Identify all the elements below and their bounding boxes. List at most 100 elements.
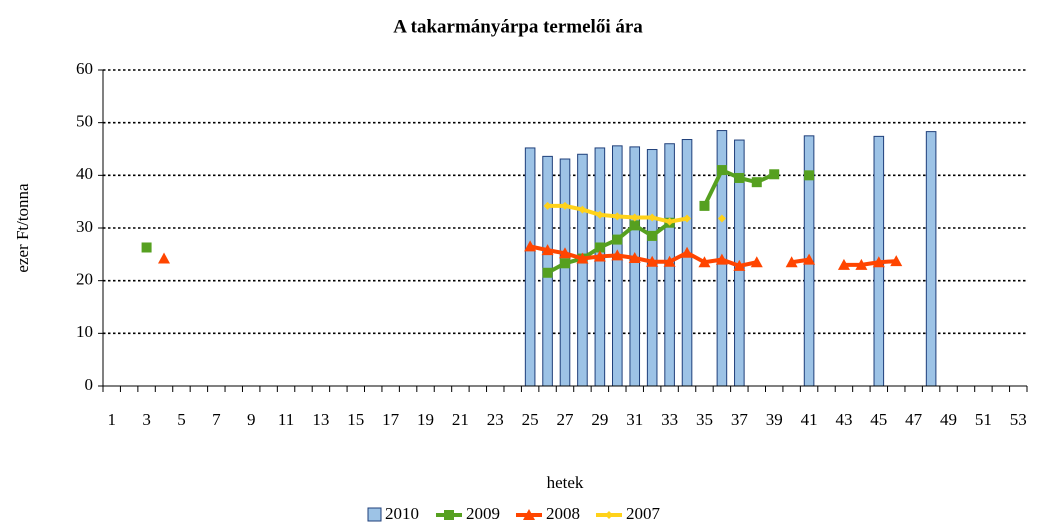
marker [804,170,815,181]
legend-marker [444,510,454,520]
marker [647,230,658,241]
x-tick-label: 3 [142,410,151,429]
marker [750,256,763,268]
marker [855,258,868,270]
bar [524,147,536,387]
marker [578,205,587,214]
marker [613,212,622,221]
bar [629,146,641,387]
marker [628,252,641,264]
x-tick-label: 15 [347,410,364,429]
marker [785,256,798,268]
x-tick-label: 17 [382,410,400,429]
y-tick-label: 60 [76,59,93,78]
y-tick-label: 20 [76,270,93,289]
bar [559,158,571,387]
marker [715,253,728,265]
legend-label: 2010 [385,504,419,523]
chart-title: A takarmányárpa termelői ára [393,16,643,37]
marker [630,213,639,222]
x-tick-label: 47 [905,410,923,429]
marker [751,177,762,188]
x-tick-label: 43 [835,410,852,429]
marker [665,217,674,226]
x-axis-label: hetek [547,473,584,492]
x-tick-label: 31 [626,410,643,429]
x-tick-label: 23 [487,410,504,429]
x-tick-label: 5 [177,410,186,429]
legend-label: 2008 [546,504,580,523]
x-tick-label: 9 [247,410,256,429]
x-tick-label: 37 [731,410,749,429]
marker [612,234,623,245]
marker [648,213,657,222]
marker [699,200,710,211]
marker [593,250,606,262]
x-tick-label: 11 [278,410,294,429]
marker [717,214,726,223]
x-tick-label: 51 [975,410,992,429]
marker [698,256,711,268]
legend-swatch [367,507,382,522]
y-axis-label: ezer Ft/tonna [13,183,32,273]
marker [872,256,885,268]
marker [576,252,589,264]
marker [683,214,692,223]
marker [890,255,903,267]
marker [141,242,152,253]
marker [837,258,850,270]
y-tick-label: 10 [76,322,93,341]
bar [594,147,606,387]
x-tick-label: 21 [452,410,469,429]
marker [716,165,727,176]
x-tick-label: 35 [696,410,713,429]
x-tick-label: 29 [591,410,608,429]
bar [577,153,588,387]
x-tick-label: 27 [557,410,575,429]
marker [559,247,571,259]
marker [524,240,537,252]
marker [769,169,780,180]
legend-label: 2007 [626,504,661,523]
y-tick-label: 0 [85,375,94,394]
bar [646,149,658,387]
marker [158,252,171,264]
marker [561,201,569,210]
marker [611,249,624,261]
marker [560,258,570,269]
x-tick-label: 33 [661,410,678,429]
x-tick-label: 1 [107,410,116,429]
x-tick-label: 41 [801,410,818,429]
marker [629,220,640,231]
x-tick-label: 39 [766,410,783,429]
x-tick-label: 53 [1010,410,1027,429]
x-tick-label: 45 [870,410,887,429]
marker [542,267,553,278]
marker [595,210,604,219]
x-tick-label: 49 [940,410,957,429]
marker [541,244,554,256]
legend-marker [523,509,535,520]
marker [646,255,659,267]
marker [803,253,816,265]
legend-label: 2009 [466,504,500,523]
marker [543,201,552,210]
x-tick-label: 25 [522,410,539,429]
marker [733,259,746,271]
marker [681,246,694,258]
y-tick-label: 50 [76,112,93,131]
y-tick-label: 30 [76,217,93,236]
x-tick-label: 13 [312,410,329,429]
legend-marker [605,511,613,519]
bar [925,131,937,387]
bar [681,139,693,387]
marker [594,242,605,253]
x-tick-label: 7 [212,410,221,429]
y-tick-label: 40 [76,164,93,183]
marker [734,172,745,183]
bar [612,145,623,387]
marker [663,255,676,267]
x-tick-label: 19 [417,410,434,429]
line [843,259,897,267]
